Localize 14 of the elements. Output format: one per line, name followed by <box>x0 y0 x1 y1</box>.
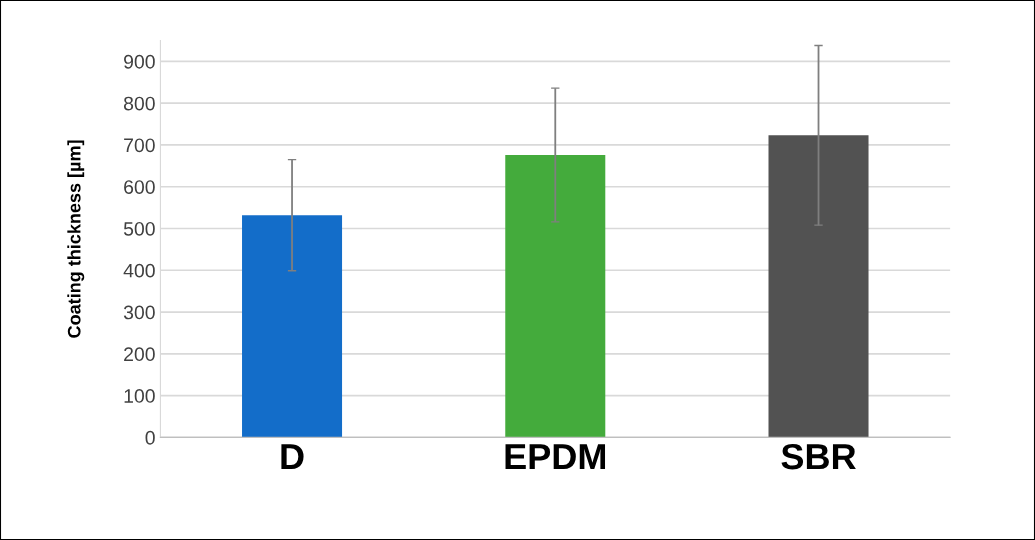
y-tick-label: 200 <box>124 347 155 362</box>
y-tick-label: 100 <box>124 389 155 403</box>
y-tick-label: 600 <box>124 180 155 194</box>
x-tick-label: D <box>281 444 304 470</box>
y-tick-label: 700 <box>124 138 155 153</box>
y-tick-label: 500 <box>123 221 155 236</box>
x-tick-label: EPDM <box>505 444 606 470</box>
x-tick-label: SBR <box>781 443 856 470</box>
y-tick-label: 900 <box>124 54 155 69</box>
y-tick-label: 0 <box>145 430 155 445</box>
y-tick-label: 400 <box>123 263 155 278</box>
y-tick-label: 300 <box>123 305 155 320</box>
y-tick-label: 800 <box>123 96 155 111</box>
y-axis-title: Coating thickness [µm] <box>67 140 85 338</box>
